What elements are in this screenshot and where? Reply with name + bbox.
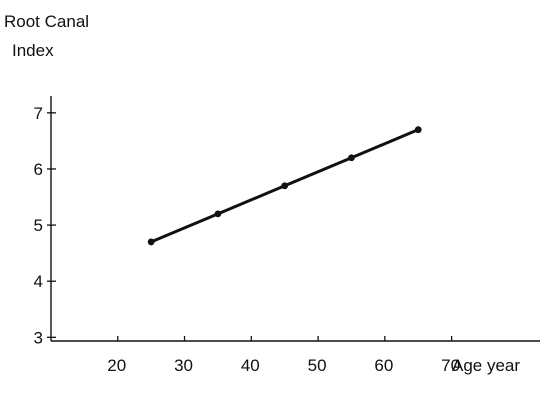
data-point	[348, 154, 355, 162]
data-point	[214, 210, 222, 218]
x-tick-label: 70	[441, 356, 460, 375]
y-axis-label-line-2: Index	[12, 41, 54, 60]
data-point	[281, 182, 289, 190]
x-tick-label: 40	[241, 356, 260, 375]
y-tick-label: 3	[34, 328, 43, 347]
x-tick-label: 20	[107, 356, 126, 375]
x-tick-label: 30	[174, 356, 193, 375]
y-tick-label: 6	[34, 160, 43, 179]
data-point	[414, 126, 422, 134]
series-group	[147, 126, 422, 246]
x-axis-label: Age year	[452, 356, 520, 375]
y-axis-label-line-1: Root Canal	[4, 12, 89, 31]
data-point	[147, 238, 155, 246]
x-tick-label: 60	[374, 356, 393, 375]
y-tick-label: 5	[34, 216, 43, 235]
y-axis-ticks: 3 4 5 6 7	[34, 104, 56, 347]
y-tick-label: 4	[34, 272, 43, 291]
x-tick-label: 50	[308, 356, 327, 375]
y-tick-label: 7	[34, 104, 43, 123]
x-axis-ticks: 20 30 40 50 60 70	[107, 336, 460, 375]
